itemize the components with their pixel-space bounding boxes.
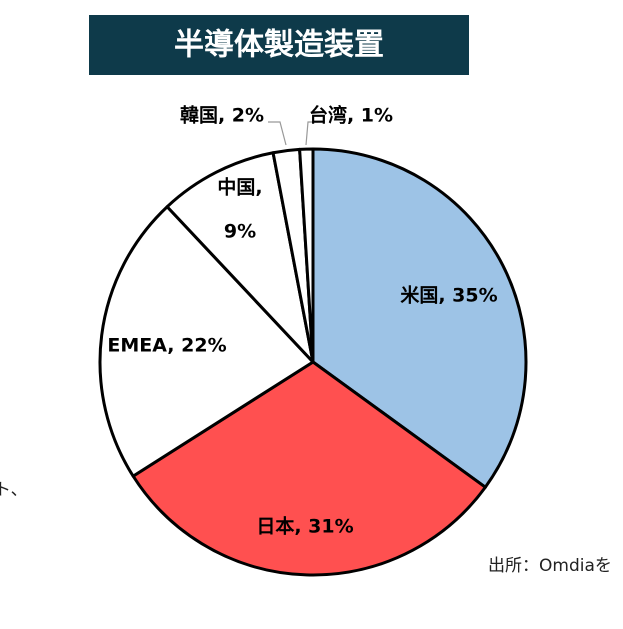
source-note: 出所：Omdiaを (488, 556, 612, 576)
leader-line (305, 121, 318, 146)
data-label: 日本, 31% (256, 515, 353, 538)
pie-slice (298, 147, 315, 364)
pie-slice (165, 151, 315, 364)
pie-slice (311, 147, 528, 489)
leader-line (268, 121, 287, 146)
pie-slice (98, 205, 315, 478)
chart-title: 半導体製造装置 (174, 28, 384, 63)
pie-slice (131, 360, 487, 577)
title-box (89, 15, 469, 75)
data-label: EMEA, 22% (107, 335, 226, 357)
cropped-text: ト、 (0, 480, 28, 500)
cropped-text: 、 (0, 507, 11, 527)
data-label: 9% (224, 221, 256, 243)
data-label: 韓国, 2% (180, 104, 264, 127)
data-label: 米国, 35% (400, 284, 497, 307)
data-label: 台湾, 1% (309, 104, 393, 127)
data-label: 中国, (217, 176, 262, 199)
